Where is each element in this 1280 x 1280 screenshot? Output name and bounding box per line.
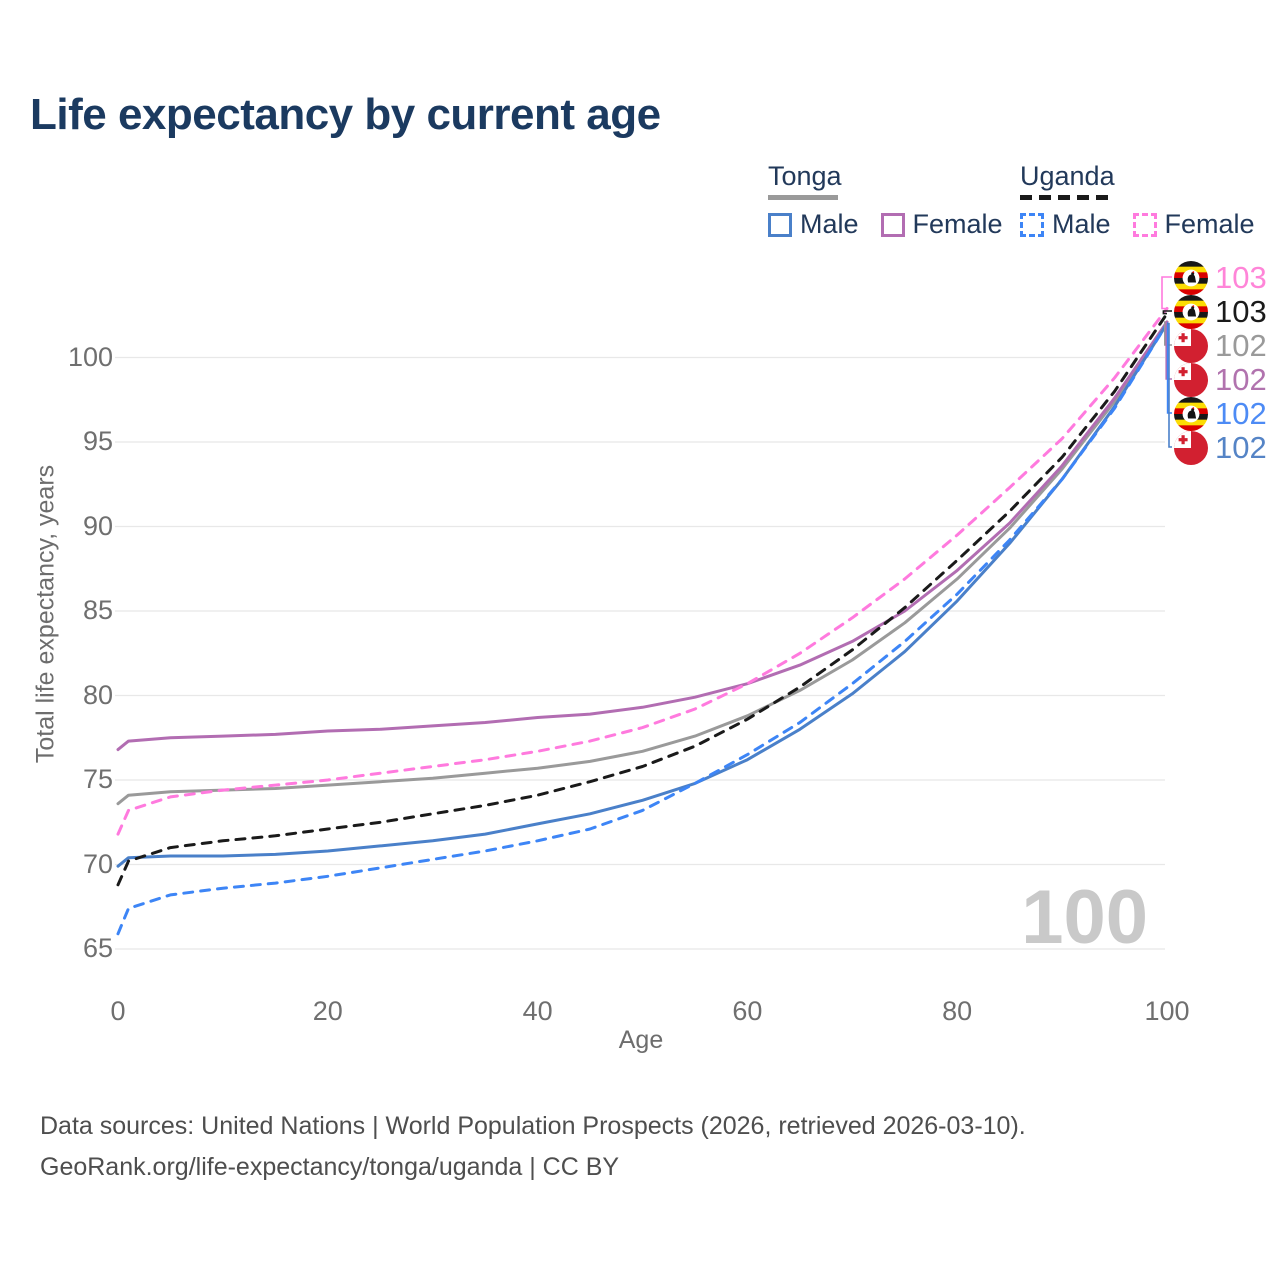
uganda-flag-icon bbox=[1174, 261, 1208, 295]
y-tick-label: 70 bbox=[82, 848, 113, 879]
legend-label: Female bbox=[912, 209, 1003, 239]
x-tick-label: 40 bbox=[522, 996, 553, 1026]
legend-group-uganda: Uganda Male Female bbox=[1020, 161, 1255, 240]
x-axis-title: Age bbox=[618, 1026, 664, 1054]
legend-country-tonga: Tonga bbox=[768, 161, 842, 191]
x-tick-label: 60 bbox=[732, 996, 763, 1026]
series-line-uganda-female[interactable] bbox=[116, 307, 1169, 836]
legend-label: Male bbox=[800, 209, 859, 239]
end-label-connector-tonga-male bbox=[1167, 322, 1172, 448]
end-label-tonga-male: 102 bbox=[1174, 430, 1267, 466]
end-label-tonga-female: 102 bbox=[1174, 362, 1267, 398]
end-label-value: 102 bbox=[1215, 430, 1267, 465]
end-label-value: 103 bbox=[1215, 260, 1267, 295]
legend-item-uganda-female[interactable]: Female bbox=[1132, 209, 1255, 240]
end-label-value: 102 bbox=[1215, 328, 1267, 363]
legend-item-uganda-male[interactable]: Male bbox=[1020, 209, 1111, 240]
legend-swatch-tonga-female bbox=[880, 212, 905, 237]
end-label-value: 102 bbox=[1215, 362, 1267, 397]
legend-underline-uganda bbox=[1020, 195, 1108, 200]
legend-swatch-uganda-female bbox=[1132, 212, 1157, 237]
x-tick-label: 0 bbox=[110, 996, 126, 1026]
y-tick-label: 95 bbox=[82, 426, 113, 456]
tonga-flag-icon bbox=[1174, 363, 1208, 397]
end-label-value: 103 bbox=[1215, 294, 1267, 329]
legend-country-uganda: Uganda bbox=[1020, 161, 1115, 191]
x-tick-label: 80 bbox=[942, 996, 973, 1026]
legend-label: Male bbox=[1052, 209, 1111, 239]
tonga-flag-icon bbox=[1174, 431, 1208, 465]
end-label-value: 102 bbox=[1215, 396, 1267, 431]
y-tick-label: 85 bbox=[82, 595, 113, 625]
end-label-connector-uganda-female bbox=[1161, 276, 1172, 310]
legend-swatch-uganda-male bbox=[1020, 212, 1044, 237]
uganda-flag-icon bbox=[1174, 397, 1208, 431]
end-label-uganda-male: 102 bbox=[1174, 396, 1267, 432]
series-line-tonga-combined[interactable] bbox=[116, 320, 1169, 806]
tonga-flag-icon bbox=[1174, 329, 1208, 363]
legend-underline-tonga bbox=[768, 195, 838, 200]
footer-link: GeoRank.org/life-expectancy/tonga/uganda… bbox=[40, 1153, 620, 1181]
chart-title: Life expectancy by current age bbox=[30, 90, 661, 139]
legend-label: Female bbox=[1164, 209, 1255, 239]
y-tick-label: 75 bbox=[82, 764, 113, 794]
y-tick-label: 100 bbox=[67, 341, 113, 372]
footer: Data sources: United Nations | World Pop… bbox=[40, 1106, 1026, 1188]
legend-item-tonga-male[interactable]: Male bbox=[768, 209, 859, 240]
legend-swatch-tonga-male bbox=[768, 212, 792, 237]
end-label-uganda-female: 103 bbox=[1174, 260, 1267, 296]
legend-item-tonga-female[interactable]: Female bbox=[880, 209, 1003, 240]
y-tick-label: 80 bbox=[82, 679, 113, 710]
y-tick-label: 65 bbox=[82, 933, 113, 963]
legend-group-tonga: Tonga Male Female bbox=[768, 161, 1003, 240]
uganda-flag-icon bbox=[1174, 295, 1208, 329]
series-line-tonga-male[interactable] bbox=[116, 322, 1169, 868]
age-watermark: 100 bbox=[1021, 875, 1148, 960]
end-label-uganda-combined: 103 bbox=[1174, 294, 1267, 330]
x-tick-label: 20 bbox=[312, 996, 343, 1026]
y-tick-label: 90 bbox=[82, 510, 113, 541]
footer-sources: Data sources: United Nations | World Pop… bbox=[40, 1112, 1026, 1140]
x-tick-label: 100 bbox=[1144, 996, 1190, 1026]
end-label-tonga-combined: 102 bbox=[1174, 328, 1267, 364]
series-line-tonga-female[interactable] bbox=[116, 320, 1169, 752]
series-line-uganda-male[interactable] bbox=[116, 322, 1169, 936]
end-label-connector-uganda-combined bbox=[1162, 310, 1172, 315]
